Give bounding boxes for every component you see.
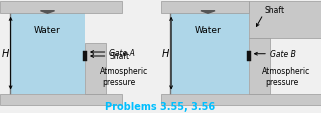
Polygon shape	[40, 12, 55, 14]
Bar	[249, 2, 321, 38]
Text: Water: Water	[195, 26, 221, 35]
Text: pressure: pressure	[265, 77, 298, 86]
Bar	[0, 94, 122, 105]
Text: Shaft: Shaft	[109, 52, 129, 61]
Bar	[170, 14, 249, 94]
Text: pressure: pressure	[103, 77, 136, 86]
Bar	[85, 44, 106, 94]
Bar	[83, 52, 87, 61]
Bar	[0, 2, 122, 14]
Text: H: H	[162, 49, 169, 59]
Bar	[160, 2, 249, 14]
Bar	[10, 14, 85, 94]
Text: Gate B: Gate B	[270, 50, 296, 59]
Bar	[160, 94, 321, 105]
Bar	[247, 52, 251, 61]
Polygon shape	[201, 12, 215, 14]
Text: Shaft: Shaft	[265, 6, 285, 15]
Text: H: H	[2, 49, 9, 59]
Text: Atmospheric: Atmospheric	[100, 67, 148, 76]
Text: Water: Water	[34, 26, 61, 35]
Text: Atmospheric: Atmospheric	[262, 67, 310, 76]
Bar	[249, 38, 270, 94]
Text: Problems 3.55, 3.56: Problems 3.55, 3.56	[105, 101, 216, 111]
Text: Gate A: Gate A	[109, 48, 135, 57]
